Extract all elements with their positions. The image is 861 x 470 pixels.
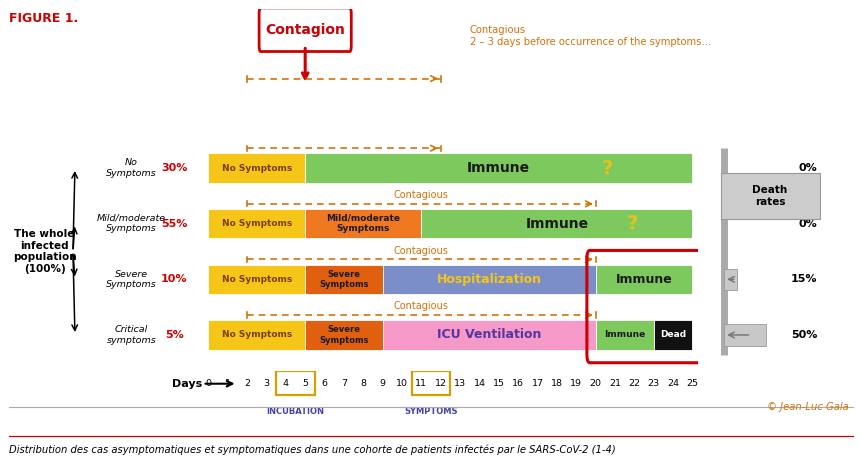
Text: 10: 10 <box>395 379 407 388</box>
Bar <box>208 154 305 183</box>
Text: 22: 22 <box>628 379 640 388</box>
Text: 0%: 0% <box>797 219 816 229</box>
Text: 24: 24 <box>666 379 678 388</box>
Text: Severe
Symptoms: Severe Symptoms <box>106 270 157 289</box>
Text: 13: 13 <box>454 379 466 388</box>
Text: 23: 23 <box>647 379 659 388</box>
Bar <box>276 371 314 395</box>
Text: Severe
Symptoms: Severe Symptoms <box>319 325 369 345</box>
Text: No Symptoms: No Symptoms <box>221 275 292 284</box>
Text: 14: 14 <box>473 379 485 388</box>
Text: Mild/moderate
Symptoms: Mild/moderate Symptoms <box>97 214 166 234</box>
Bar <box>208 209 305 238</box>
Text: No
Symptoms: No Symptoms <box>106 158 157 178</box>
Bar <box>653 321 691 350</box>
Text: 1: 1 <box>225 379 231 388</box>
Bar <box>305 209 421 238</box>
Text: FIGURE 1.: FIGURE 1. <box>9 12 77 25</box>
Text: 0%: 0% <box>797 163 816 173</box>
Text: Contagious: Contagious <box>393 190 449 200</box>
Bar <box>305 321 382 350</box>
Text: No Symptoms: No Symptoms <box>221 330 292 339</box>
Text: Days: Days <box>172 379 202 389</box>
Bar <box>208 265 305 294</box>
Text: ?: ? <box>626 214 638 233</box>
Text: 3: 3 <box>263 379 269 388</box>
Text: 0: 0 <box>205 379 211 388</box>
Text: No Symptoms: No Symptoms <box>221 219 292 228</box>
Text: 4: 4 <box>282 379 288 388</box>
Bar <box>382 321 595 350</box>
FancyBboxPatch shape <box>720 173 819 219</box>
Bar <box>208 321 305 350</box>
Text: 2: 2 <box>244 379 250 388</box>
Text: INCUBATION: INCUBATION <box>266 407 324 416</box>
Text: Immune: Immune <box>467 161 530 175</box>
Text: Immune: Immune <box>615 273 672 286</box>
Text: Immune: Immune <box>604 330 645 339</box>
Bar <box>382 265 595 294</box>
Text: 8: 8 <box>360 379 366 388</box>
Bar <box>305 154 691 183</box>
Text: 12: 12 <box>434 379 446 388</box>
Text: © Jean-Luc Gala: © Jean-Luc Gala <box>766 402 848 412</box>
Text: 18: 18 <box>550 379 562 388</box>
Text: Critical
symptoms: Critical symptoms <box>107 325 157 345</box>
Bar <box>305 265 382 294</box>
Text: 15%: 15% <box>790 274 816 284</box>
Text: 55%: 55% <box>161 219 187 229</box>
Text: Mild/moderate
Symptoms: Mild/moderate Symptoms <box>326 214 400 234</box>
Text: The whole
infected
population
(100%): The whole infected population (100%) <box>13 229 77 274</box>
Text: 11: 11 <box>415 379 427 388</box>
Bar <box>421 209 691 238</box>
Bar <box>595 265 691 294</box>
Text: Contagious: Contagious <box>393 301 449 311</box>
Text: 15: 15 <box>492 379 505 388</box>
Text: Distribution des cas asymptomatiques et symptomatiques dans une cohorte de patie: Distribution des cas asymptomatiques et … <box>9 444 615 454</box>
Text: Dead: Dead <box>660 330 685 339</box>
Text: SYMPTOMS: SYMPTOMS <box>404 407 457 416</box>
Text: Hospitalization: Hospitalization <box>437 273 541 286</box>
Text: ?: ? <box>601 158 612 178</box>
Text: Contagious
2 – 3 days before occurrence of the symptoms...: Contagious 2 – 3 days before occurrence … <box>469 25 710 47</box>
Bar <box>723 324 765 345</box>
Text: No Symptoms: No Symptoms <box>221 164 292 172</box>
Text: 20: 20 <box>589 379 601 388</box>
Text: 6: 6 <box>321 379 327 388</box>
Text: Death
rates: Death rates <box>752 185 787 207</box>
FancyBboxPatch shape <box>259 8 351 52</box>
Text: Severe
Symptoms: Severe Symptoms <box>319 270 369 289</box>
Text: 9: 9 <box>379 379 385 388</box>
Text: ICU Ventilation: ICU Ventilation <box>437 329 541 341</box>
Bar <box>723 269 736 290</box>
Text: Contagion: Contagion <box>265 23 344 37</box>
Bar <box>595 321 653 350</box>
Text: 30%: 30% <box>161 163 187 173</box>
Text: 21: 21 <box>608 379 620 388</box>
Text: 7: 7 <box>340 379 346 388</box>
Text: 25: 25 <box>685 379 697 388</box>
Text: Immune: Immune <box>524 217 588 231</box>
Text: 16: 16 <box>511 379 523 388</box>
Text: 17: 17 <box>531 379 543 388</box>
Text: 10%: 10% <box>161 274 187 284</box>
Text: 19: 19 <box>570 379 581 388</box>
Bar <box>412 371 450 395</box>
Text: 5: 5 <box>302 379 308 388</box>
Text: 50%: 50% <box>790 330 816 340</box>
Text: Contagious: Contagious <box>393 246 449 256</box>
Text: 5%: 5% <box>164 330 183 340</box>
